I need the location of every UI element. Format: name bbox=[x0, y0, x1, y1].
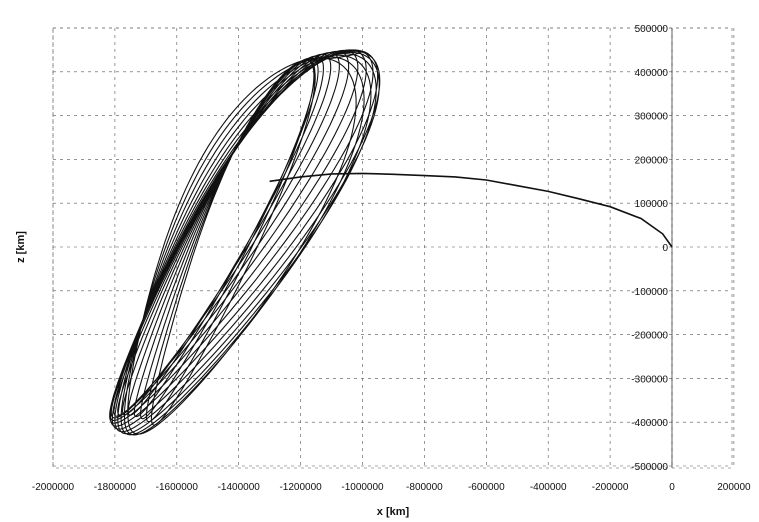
y-tick-label: -500000 bbox=[631, 462, 668, 473]
data-layer bbox=[109, 49, 673, 436]
y-tick-label: 500000 bbox=[635, 24, 669, 35]
y-tick-label: 0 bbox=[662, 243, 668, 254]
x-tick-label: -2000000 bbox=[32, 482, 75, 493]
x-tick-label: 0 bbox=[669, 482, 675, 493]
y-tick-label: 200000 bbox=[635, 155, 669, 166]
y-tick-label: -200000 bbox=[631, 331, 668, 342]
x-tick-label: -800000 bbox=[406, 482, 443, 493]
y-tick-label: 100000 bbox=[635, 199, 669, 210]
x-tick-label: -1400000 bbox=[218, 482, 261, 493]
transfer-trajectory-series bbox=[269, 172, 673, 248]
y-tick-label: 400000 bbox=[635, 68, 669, 79]
y-tick-label: -300000 bbox=[631, 374, 668, 385]
y-tick-label: -100000 bbox=[631, 287, 668, 298]
x-tick-label: -600000 bbox=[468, 482, 505, 493]
halo-orbit-series bbox=[109, 49, 381, 436]
x-tick-label: 200000 bbox=[717, 482, 751, 493]
plot-frame bbox=[52, 27, 733, 469]
x-tick-label: -1800000 bbox=[94, 482, 137, 493]
x-tick-label: -1600000 bbox=[156, 482, 199, 493]
x-tick-label: -200000 bbox=[592, 482, 629, 493]
grid-lines bbox=[52, 27, 735, 469]
y-tick-label: 300000 bbox=[635, 112, 669, 123]
y-tick-label: -400000 bbox=[631, 418, 668, 429]
x-tick-label: -1200000 bbox=[279, 482, 322, 493]
tick-labels: -2000000 -1800000 -1600000 -1400000 -1200000… bbox=[32, 24, 751, 493]
x-tick-label: -1000000 bbox=[341, 482, 384, 493]
x-tick-label: -400000 bbox=[530, 482, 567, 493]
x-axis-label: x [km] bbox=[377, 506, 410, 518]
y-axis-label: z [km] bbox=[15, 231, 27, 263]
